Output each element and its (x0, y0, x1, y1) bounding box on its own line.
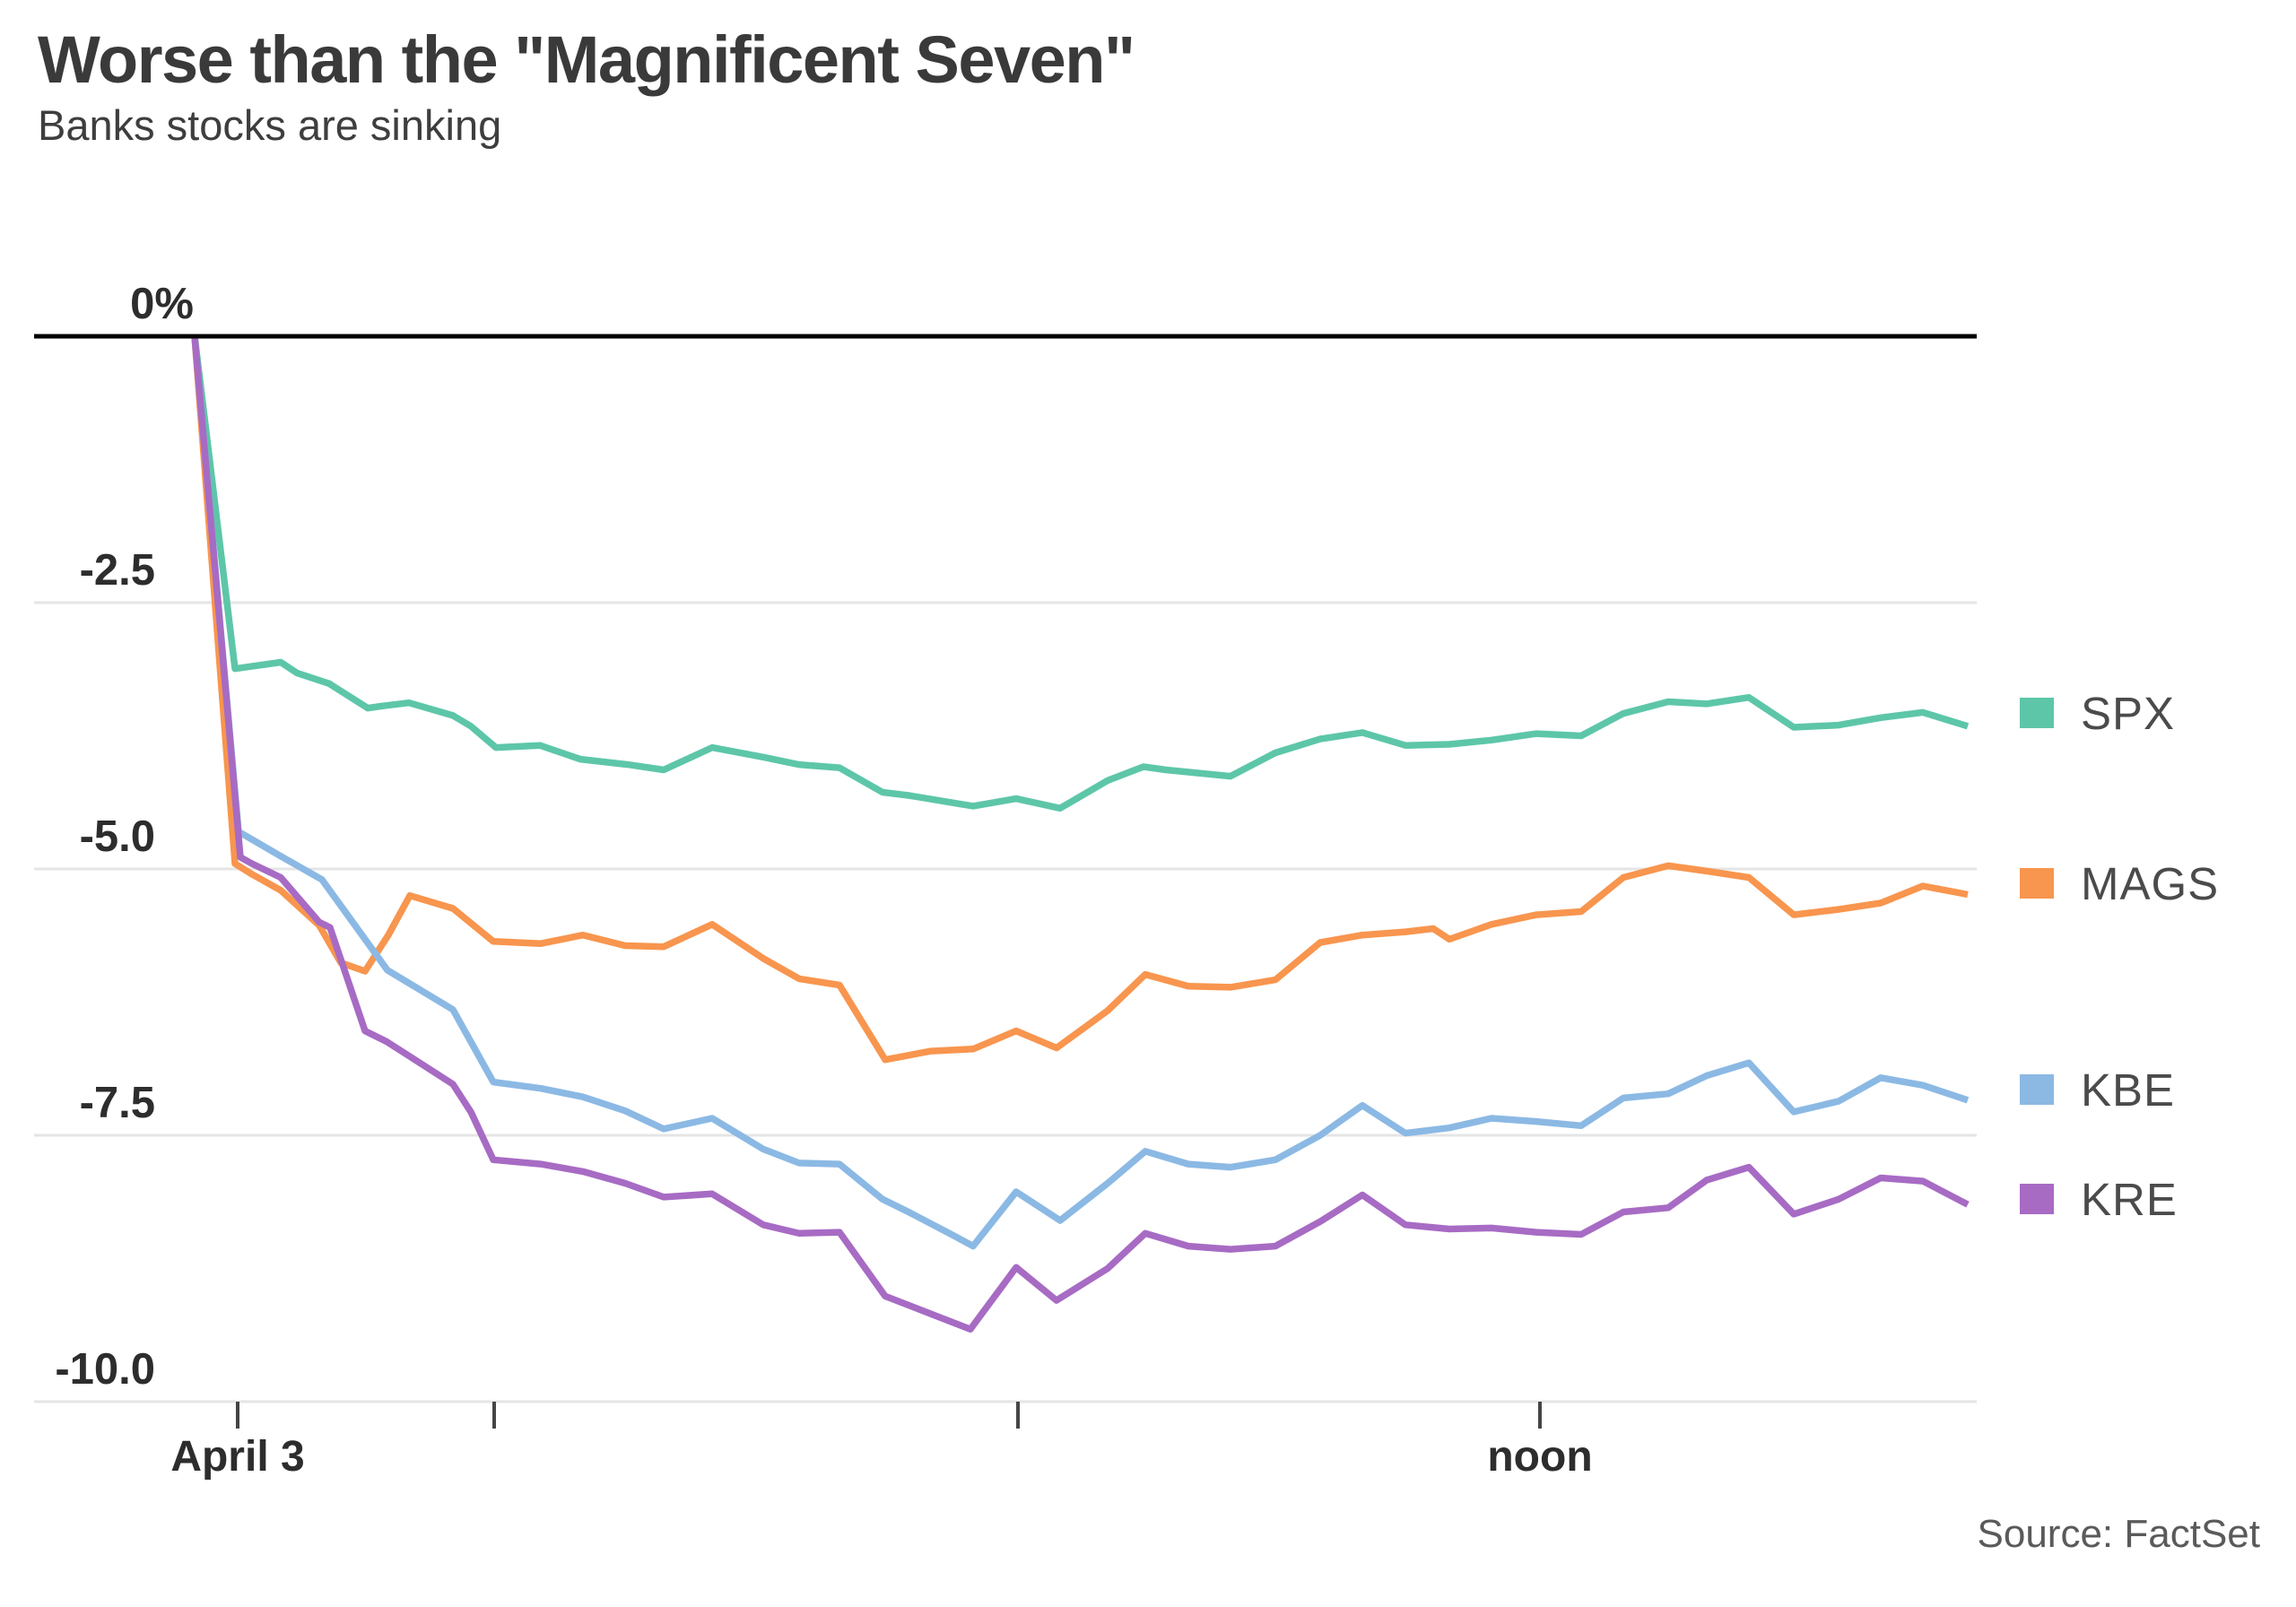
legend-label: SPX (2081, 687, 2176, 739)
y-axis-label: -10.0 (55, 1345, 155, 1394)
legend-label: KRE (2081, 1173, 2178, 1225)
legend-swatch-icon (2020, 1074, 2054, 1105)
legend-swatch-icon (2020, 698, 2054, 728)
legend-swatch-icon (2020, 868, 2054, 899)
y-axis-label: 0% (130, 280, 194, 328)
series-line-kre (191, 335, 1970, 1333)
series-line-kbe (191, 335, 1970, 1250)
legend-label: KBE (2081, 1064, 2176, 1116)
y-axis-label: -5.0 (79, 812, 155, 861)
source-attribution: Source: FactSet (1977, 1512, 2260, 1556)
x-axis-label: April 3 (170, 1433, 305, 1481)
series-line-spx (191, 335, 1970, 812)
y-axis-label: -2.5 (79, 546, 155, 595)
legend-item-spx: SPX (2020, 677, 2175, 749)
legend-item-kbe: KBE (2020, 1054, 2175, 1125)
legend-label: MAGS (2081, 857, 2220, 909)
x-axis-label: noon (1487, 1433, 1593, 1481)
chart-subtitle: Banks stocks are sinking (38, 101, 502, 149)
legend-item-kre: KRE (2020, 1163, 2178, 1235)
series-line-mags (191, 335, 1969, 1064)
legend-item-mags: MAGS (2020, 847, 2219, 919)
legend-swatch-icon (2020, 1184, 2054, 1214)
y-axis-label: -7.5 (79, 1079, 155, 1127)
chart-title: Worse than the "Magnificent Seven" (38, 22, 1135, 97)
